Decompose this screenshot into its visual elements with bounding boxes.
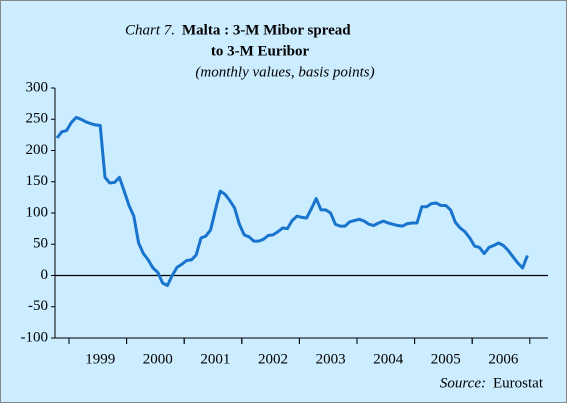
y-tick-label: 50	[33, 236, 48, 252]
x-tick-label: 2002	[258, 351, 288, 367]
y-tick-label: 100	[26, 204, 49, 220]
source-label: Source:	[440, 375, 486, 391]
chart-title: to 3-M Euribor	[211, 43, 310, 59]
x-tick-label: 2000	[143, 351, 173, 367]
source: Eurostat	[493, 375, 544, 391]
x-tick-label: 2004	[373, 351, 404, 367]
y-tick-label: 200	[26, 142, 49, 158]
y-tick-label: 300	[26, 79, 49, 95]
x-tick-label: 2005	[431, 351, 461, 367]
chart-label: Chart 7.	[125, 22, 175, 38]
y-tick-label: -100	[21, 329, 49, 345]
chart-subtitle: (monthly values, basis points)	[195, 64, 374, 80]
x-tick-label: 2006	[488, 351, 519, 367]
data-line	[55, 115, 529, 287]
y-tick-label: 250	[26, 111, 49, 127]
x-tick-label: 2003	[316, 351, 346, 367]
y-tick-label: 0	[41, 267, 49, 283]
y-tick-label: -50	[28, 298, 48, 314]
x-tick-label: 2001	[200, 351, 230, 367]
x-tick-label: 1999	[85, 351, 115, 367]
chart-title: Malta : 3-M Mibor spread	[182, 22, 351, 38]
y-tick-label: 150	[26, 173, 49, 189]
